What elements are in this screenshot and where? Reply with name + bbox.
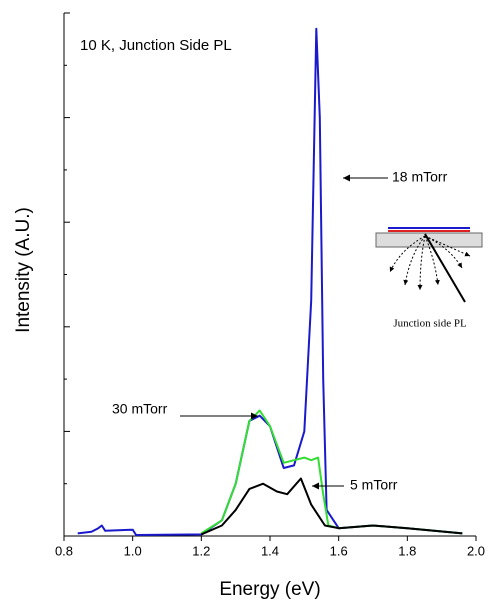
chart-title: 10 K, Junction Side PL	[80, 37, 232, 54]
annotation: 30 mTorr	[112, 401, 168, 417]
series-line	[200, 477, 463, 536]
inset-diagram: Junction side PL	[375, 227, 483, 330]
x-tick-label: 0.8	[55, 543, 73, 558]
x-tick-label: 1.6	[330, 543, 348, 558]
plot-area	[77, 27, 463, 536]
x-tick-label: 1.2	[192, 543, 210, 558]
x-tick-label: 2.0	[467, 543, 485, 558]
series-line	[200, 409, 463, 535]
annotation: 5 mTorr	[350, 477, 398, 493]
y-axis-label: Intensity (A.U.)	[13, 207, 34, 333]
x-tick-label: 1.8	[398, 543, 416, 558]
x-axis-label: Energy (eV)	[219, 579, 320, 600]
x-tick-label: 1.4	[261, 543, 279, 558]
annotation: 18 mTorr	[392, 169, 448, 185]
x-tick-label: 1.0	[124, 543, 142, 558]
inset-label: Junction side PL	[393, 318, 467, 330]
series-line	[77, 27, 463, 536]
